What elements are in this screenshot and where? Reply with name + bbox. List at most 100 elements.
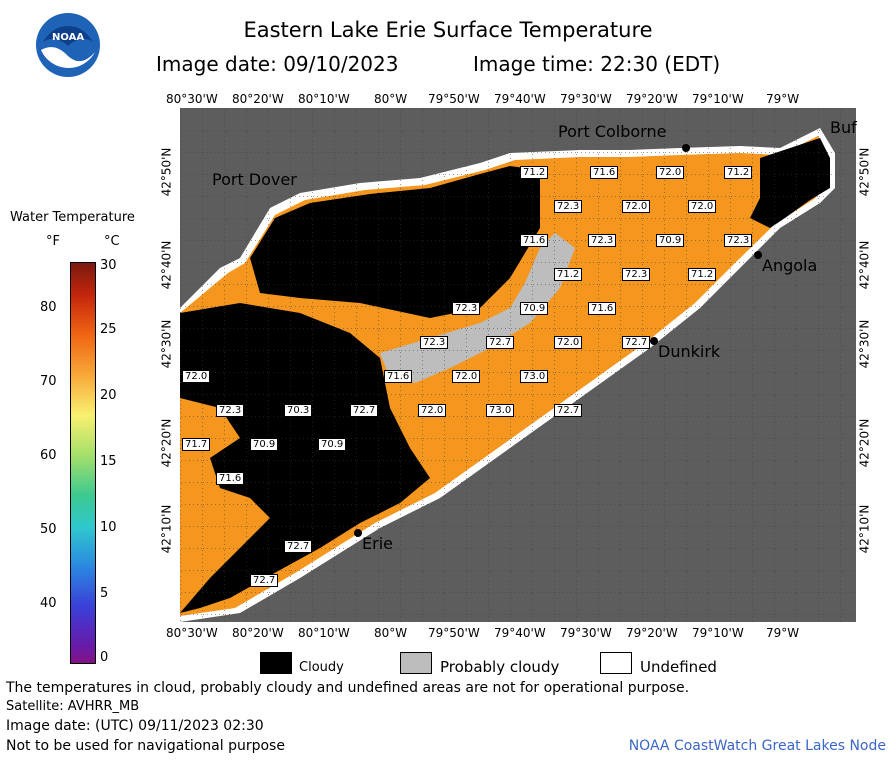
place-dunkirk: Dunkirk [658, 342, 721, 361]
map-grid [180, 108, 856, 622]
temp-label: 71.2 [554, 268, 583, 281]
colorbar-title: Water Temperature [10, 210, 135, 225]
lon-tick: 79°40'W [494, 626, 546, 640]
lat-tick: 42°20'N [857, 418, 872, 468]
temp-label: 72.0 [182, 370, 211, 383]
temp-label: 70.9 [318, 438, 347, 451]
lake-map: 71.2 71.6 72.0 71.2 72.3 72.0 72.0 71.6 … [180, 108, 857, 622]
map-canvas [180, 108, 856, 622]
temp-label: 72.7 [554, 404, 583, 417]
colorbar-f-tick: 70 [40, 374, 57, 389]
temp-label: 72.0 [622, 200, 651, 213]
temp-label: 70.9 [520, 302, 549, 315]
temp-label: 73.0 [486, 404, 515, 417]
place-buffalo: Buf [830, 118, 857, 137]
temp-label: 71.2 [724, 166, 753, 179]
lat-tick: 42°10'N [857, 504, 872, 554]
legend-swatch-undefined [600, 652, 632, 674]
lat-tick: 42°40'N [159, 240, 174, 290]
place-port-colborne: Port Colborne [558, 122, 667, 141]
temp-label: 70.3 [284, 404, 313, 417]
lon-tick: 79°10'W [692, 92, 744, 106]
lon-tick: 79°40'W [494, 92, 546, 106]
lon-tick: 79°W [766, 626, 800, 640]
legend-label-undefined: Undefined [640, 658, 717, 676]
lon-tick: 79°20'W [626, 626, 678, 640]
lat-tick: 42°30'N [159, 319, 174, 369]
temp-label: 71.2 [688, 268, 717, 281]
lon-tick: 80°W [374, 626, 408, 640]
temp-label: 72.7 [622, 336, 651, 349]
temp-label: 71.2 [520, 166, 549, 179]
place-erie: Erie [362, 534, 393, 553]
temp-label: 72.3 [588, 234, 617, 247]
temp-label: 72.0 [656, 166, 685, 179]
lon-tick: 79°10'W [692, 626, 744, 640]
city-dot [650, 337, 658, 345]
lat-tick: 42°20'N [159, 418, 174, 468]
temp-label: 71.6 [520, 234, 549, 247]
legend-label-probably-cloudy: Probably cloudy [440, 658, 560, 676]
noaa-logo-text: NOAA [52, 32, 85, 43]
lon-tick: 80°20'W [232, 626, 284, 640]
lon-tick: 80°10'W [298, 626, 350, 640]
colorbar-c-tick: 25 [100, 322, 117, 337]
temp-label: 72.3 [216, 404, 245, 417]
temp-label: 72.3 [420, 336, 449, 349]
colorbar-f-tick: 50 [40, 522, 57, 537]
temp-label: 72.7 [250, 574, 279, 587]
note-utc-date: Image date: (UTC) 09/11/2023 02:30 [6, 718, 264, 734]
colorbar [70, 262, 96, 664]
colorbar-c-tick: 20 [100, 388, 117, 403]
lon-tick: 79°30'W [560, 626, 612, 640]
temp-label: 72.0 [418, 404, 447, 417]
temp-label: 72.7 [486, 336, 515, 349]
image-time-label: Image time: 22:30 (EDT) [473, 52, 721, 76]
lon-tick: 80°30'W [166, 626, 218, 640]
temp-label: 71.6 [384, 370, 413, 383]
lon-tick: 79°W [766, 92, 800, 106]
credit-text: NOAA CoastWatch Great Lakes Node [628, 738, 886, 754]
lat-tick: 42°50'N [159, 147, 174, 197]
lon-tick: 79°30'W [560, 92, 612, 106]
temp-label: 72.3 [622, 268, 651, 281]
temp-label: 72.7 [284, 540, 313, 553]
lon-tick: 80°30'W [166, 92, 218, 106]
colorbar-f-tick: 80 [40, 300, 57, 315]
image-date-label: Image date: 09/10/2023 [156, 52, 399, 76]
colorbar-f-tick: 60 [40, 448, 57, 463]
note-navigation: Not to be used for navigational purpose [6, 738, 285, 754]
lon-tick: 79°50'W [428, 626, 480, 640]
colorbar-c-tick: 0 [100, 650, 109, 665]
city-dot [754, 251, 762, 259]
legend-swatch-probably-cloudy [400, 652, 432, 674]
lat-tick: 42°30'N [857, 319, 872, 369]
temp-label: 72.0 [452, 370, 481, 383]
temp-label: 70.9 [656, 234, 685, 247]
temp-label: 72.3 [724, 234, 753, 247]
colorbar-f-tick: 40 [40, 596, 57, 611]
temp-label: 71.6 [590, 166, 619, 179]
lon-tick: 80°10'W [298, 92, 350, 106]
note-satellite: Satellite: AVHRR_MB [6, 699, 140, 714]
lon-tick: 80°W [374, 92, 408, 106]
colorbar-unit-c: °C [104, 234, 120, 249]
page-title: Eastern Lake Erie Surface Temperature [243, 18, 653, 42]
temp-label: 71.6 [588, 302, 617, 315]
colorbar-c-tick: 15 [100, 454, 117, 469]
temp-label: 72.0 [554, 336, 583, 349]
temp-label: 72.0 [688, 200, 717, 213]
colorbar-c-tick: 5 [100, 586, 109, 601]
lat-tick: 42°40'N [857, 240, 872, 290]
lon-tick: 80°20'W [232, 92, 284, 106]
city-dot [682, 144, 690, 152]
city-dot [354, 529, 362, 537]
legend-swatch-cloudy [260, 652, 292, 674]
place-angola: Angola [762, 256, 818, 275]
lat-tick: 42°50'N [857, 147, 872, 197]
lat-tick: 42°10'N [159, 504, 174, 554]
temp-label: 71.7 [182, 438, 211, 451]
legend-label-cloudy: Cloudy [299, 660, 344, 675]
noaa-logo: NOAA [35, 12, 101, 78]
temp-label: 73.0 [520, 370, 549, 383]
